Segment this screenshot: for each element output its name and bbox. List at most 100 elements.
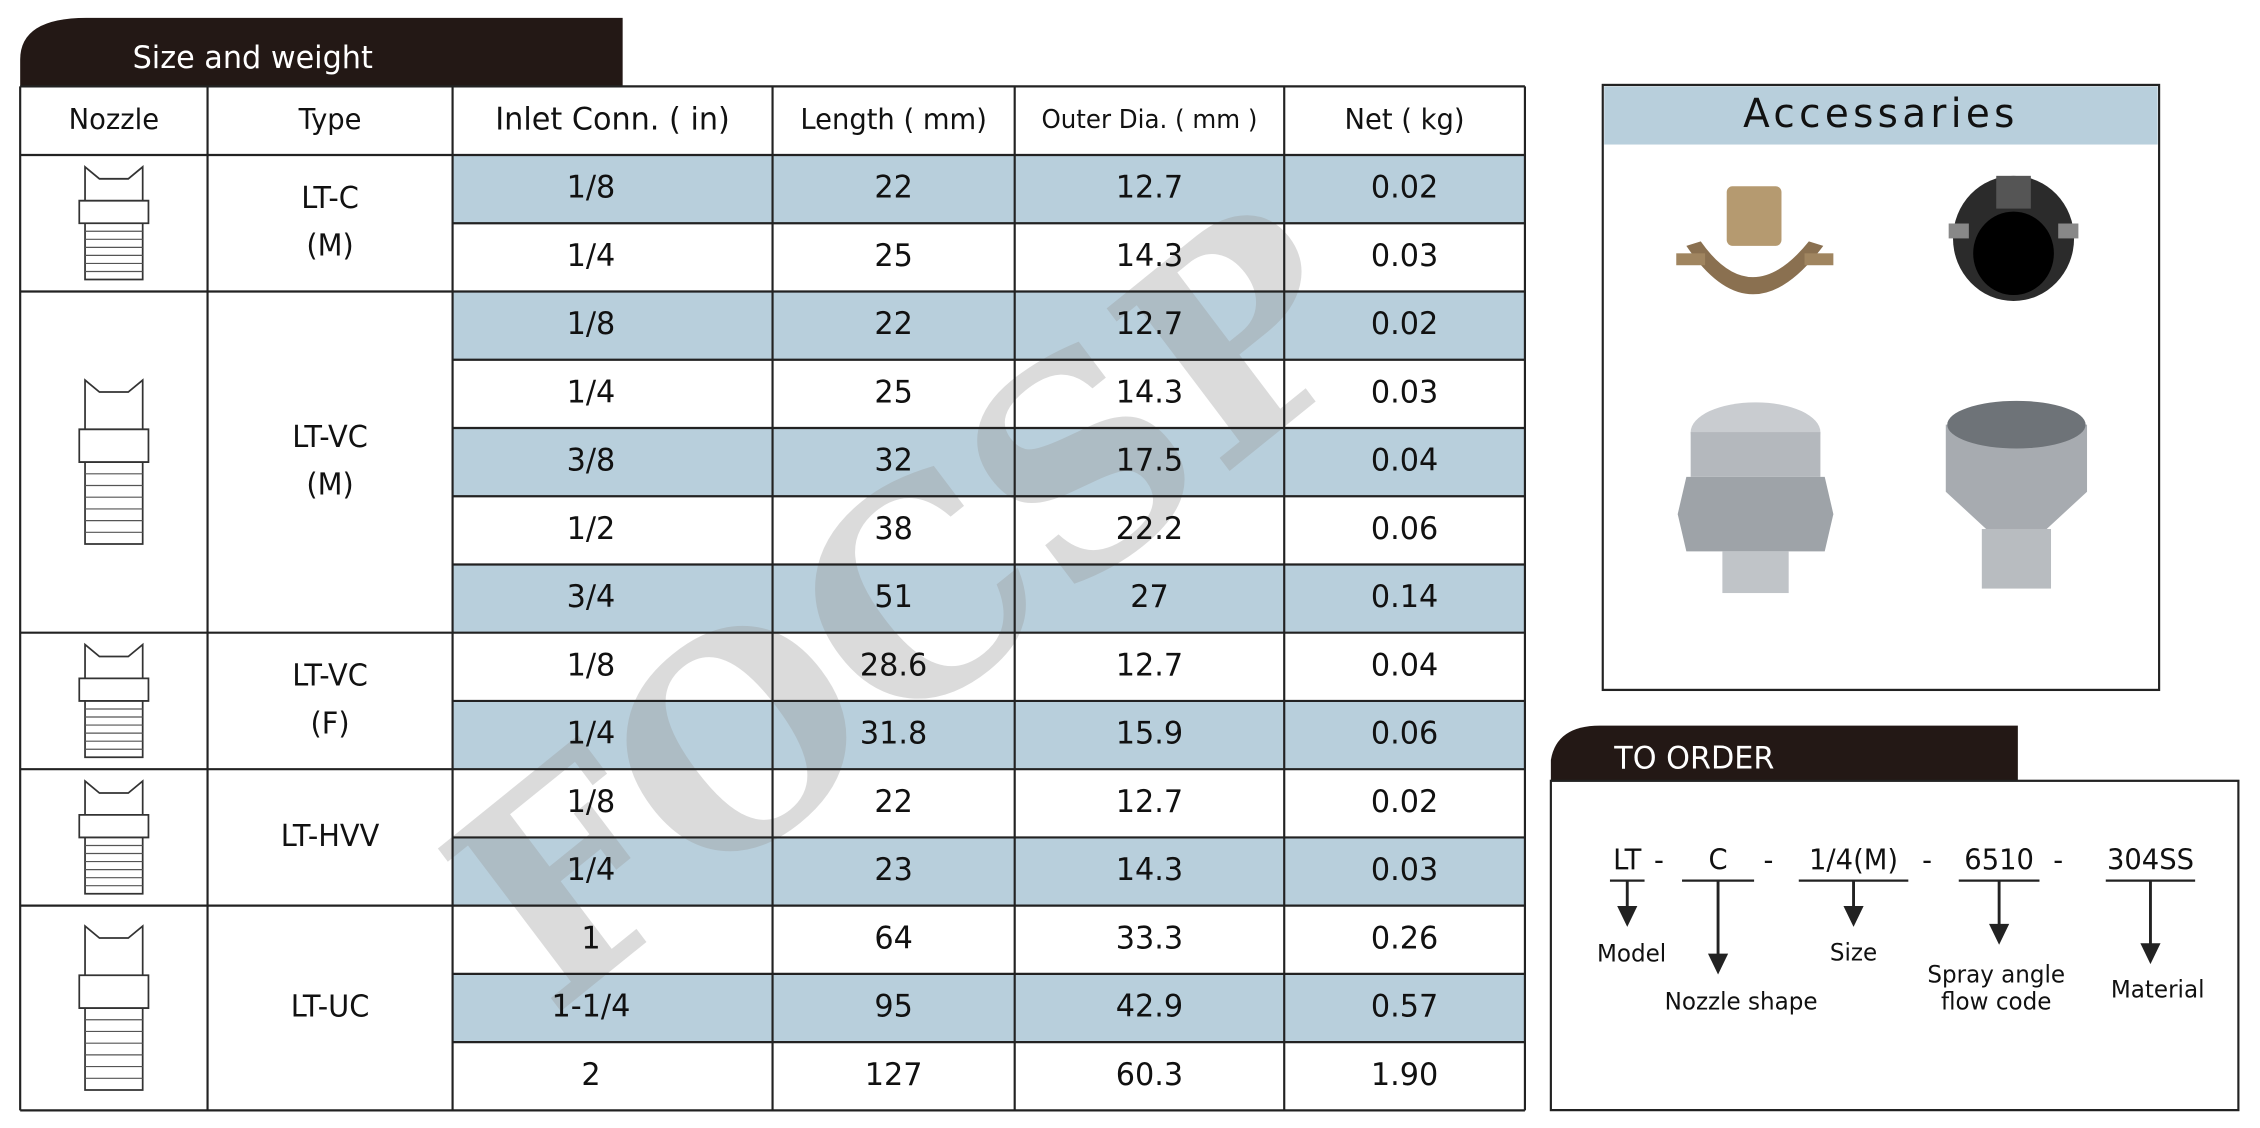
order-box	[1549, 779, 2240, 1112]
table-cell: 64	[874, 920, 912, 957]
row-shade	[452, 427, 1525, 497]
table-cell: 1/8	[567, 783, 616, 820]
table-cell: 2	[581, 1056, 600, 1093]
nozzle-type: LT-VC	[292, 658, 368, 693]
column-header: Inlet Conn. ( in)	[495, 101, 730, 138]
table-cell: 3/4	[567, 579, 616, 616]
table-cell: 25	[874, 238, 912, 275]
table-cell: 1.90	[1371, 1056, 1438, 1093]
table-title: Size and weight	[133, 40, 373, 77]
code-arrowhead	[1707, 953, 1729, 975]
code-arrowhead	[1843, 905, 1864, 927]
accessory-union	[1677, 402, 1834, 594]
table-cell: 17.5	[1116, 442, 1183, 479]
table-cell: 38	[874, 511, 912, 548]
table-cell: 0.14	[1371, 579, 1438, 616]
code-arrowhead	[1989, 923, 2010, 945]
accessory-adapter	[1945, 400, 2088, 589]
table-cell: 23	[874, 852, 912, 889]
row-shade	[452, 973, 1525, 1043]
order-label: Model	[1597, 939, 1666, 967]
table-cell: 0.57	[1371, 988, 1438, 1025]
table-cell: 1	[581, 920, 600, 957]
accessories-header	[1604, 86, 2158, 145]
nozzle-icon	[78, 642, 150, 759]
order-code: 6510	[1964, 843, 2034, 877]
table-cell: 12.7	[1116, 647, 1183, 684]
table-cell: 1/4	[567, 374, 616, 411]
order-label: Size	[1830, 938, 1877, 966]
table-cell: 14.3	[1116, 374, 1183, 411]
order-code: -	[1764, 843, 1774, 877]
table-cell: 0.02	[1371, 306, 1438, 343]
row-shade	[452, 154, 1525, 224]
order-title: TO ORDER	[1613, 740, 1774, 777]
row-shade	[452, 700, 1525, 770]
table-cell: 12.7	[1116, 169, 1183, 206]
table-cell: 60.3	[1116, 1056, 1183, 1093]
order-label: Material	[2111, 975, 2205, 1003]
table-cell: 0.04	[1371, 442, 1438, 479]
order-code: -	[1654, 843, 1664, 877]
table-cell: 0.03	[1371, 852, 1438, 889]
table-cell: 1/8	[567, 169, 616, 206]
order-label: flow code	[1941, 987, 2051, 1015]
table-cell: 31.8	[860, 715, 927, 752]
nozzle-type: LT-HVV	[281, 819, 380, 854]
accessory-saddle	[1948, 175, 2079, 301]
row-shade	[452, 837, 1525, 906]
table-cell: 42.9	[1116, 988, 1183, 1025]
nozzle-icon	[78, 779, 150, 895]
table-cell: 1-1/4	[552, 988, 631, 1025]
nozzle-type: LT-C	[301, 181, 359, 216]
table-cell: 95	[874, 988, 912, 1025]
code-arrowhead	[1617, 905, 1638, 927]
order-code: -	[1922, 843, 1932, 877]
table-cell: 0.02	[1371, 783, 1438, 820]
table-cell: 0.06	[1371, 511, 1438, 548]
nozzle-type: (M)	[306, 228, 353, 263]
table-cell: 1/4	[567, 238, 616, 275]
table-cell: 12.7	[1116, 783, 1183, 820]
column-header: Length ( mm)	[800, 102, 987, 136]
table-cell: 0.03	[1371, 238, 1438, 275]
accessories-box	[1601, 83, 2161, 692]
table-cell: 0.03	[1371, 374, 1438, 411]
nozzle-icon	[78, 165, 150, 281]
table-cell: 28.6	[860, 647, 927, 684]
table-cell: 22	[874, 306, 912, 343]
table-cell: 32	[874, 442, 912, 479]
table-cell: 1/8	[567, 647, 616, 684]
table-cell: 27	[1130, 579, 1168, 616]
nozzle-type: (M)	[306, 467, 353, 502]
table-cell: 1/8	[567, 306, 616, 343]
column-header: Nozzle	[69, 102, 159, 136]
nozzle-type: (F)	[311, 706, 350, 741]
table-cell: 1/4	[567, 852, 616, 889]
table-cell: 1/4	[567, 715, 616, 752]
order-label: Spray angle	[1927, 960, 2065, 988]
table-cell: 22.2	[1116, 511, 1183, 548]
order-code: 304SS	[2107, 843, 2194, 877]
table-cell: 0.26	[1371, 920, 1438, 957]
order-tab	[1550, 725, 2018, 781]
column-header: Type	[298, 102, 362, 136]
table-cell: 22	[874, 783, 912, 820]
order-label: Nozzle shape	[1665, 987, 1818, 1015]
code-arrowhead	[2140, 943, 2161, 965]
nozzle-icon	[78, 924, 150, 1091]
order-code: 1/4(M)	[1809, 843, 1898, 877]
table-cell: 0.04	[1371, 647, 1438, 684]
table-cell: 22	[874, 169, 912, 206]
accessory-clamp	[1676, 186, 1834, 295]
title-tab	[20, 17, 623, 87]
table-cell: 15.9	[1116, 715, 1183, 752]
order-code: -	[2053, 843, 2063, 877]
table-cell: 3/8	[567, 442, 616, 479]
order-code: C	[1708, 843, 1727, 877]
table-cell: 51	[874, 579, 912, 616]
table-cell: 127	[865, 1056, 923, 1093]
nozzle-type: LT-UC	[291, 989, 370, 1024]
table-cell: 14.3	[1116, 238, 1183, 275]
